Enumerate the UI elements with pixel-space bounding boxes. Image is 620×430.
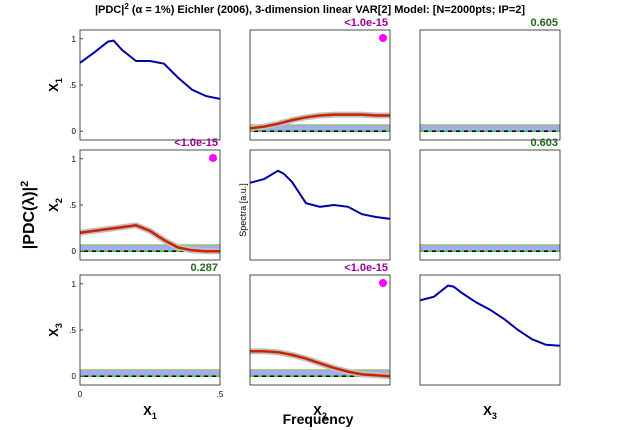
threshold-band — [80, 369, 220, 377]
row-variable-label: X1 — [46, 78, 64, 92]
panel-frame — [79, 149, 221, 261]
significance-dot — [379, 279, 387, 287]
significance-dot — [209, 154, 217, 162]
y-tick-label: 1 — [72, 280, 77, 289]
panel-r1c1: 0 .5 1 X1 — [46, 29, 221, 141]
y-tick-label: .5 — [69, 326, 76, 335]
panel-frame — [249, 274, 391, 386]
main-y-label: |PDC(λ)|2 — [19, 181, 38, 249]
significance-dot — [379, 34, 387, 42]
panel-r2c3: 0.603 — [419, 137, 561, 261]
panel-frame — [419, 274, 561, 386]
panel-frame — [79, 274, 221, 386]
panel-r3c2: <1.0e-15 X2 — [249, 262, 391, 421]
p-value-label: 0.605 — [530, 17, 558, 29]
row-variable-label: X3 — [46, 323, 64, 337]
panel-frame — [249, 29, 391, 141]
panel-r2c2: Spectra [a.u.] — [238, 149, 391, 261]
threshold-band — [80, 244, 220, 252]
pdc-line — [250, 350, 391, 378]
x-tick-label: .5 — [217, 390, 224, 399]
spectrum-line — [249, 169, 391, 220]
spectrum-line — [79, 39, 221, 100]
panel-r1c3: 0.605 — [419, 17, 561, 141]
pdc-line — [79, 224, 220, 253]
y-tick-label: 0 — [72, 247, 77, 256]
p-value-label: 0.603 — [530, 137, 558, 149]
panel-frame — [249, 149, 391, 261]
y-tick-label: .5 — [69, 81, 76, 90]
panel-frame — [419, 29, 561, 141]
panel-r1c2: <1.0e-15 — [249, 17, 391, 141]
threshold-band — [420, 124, 560, 132]
y-tick-label: 0 — [72, 127, 77, 136]
panel-r2c1: <1.0e-15 0 .5 1 X2 — [46, 137, 221, 261]
y-tick-label: 0 — [72, 372, 77, 381]
y-tick-label: .5 — [69, 201, 76, 210]
panel-frame — [419, 149, 561, 261]
y-tick-label: 1 — [72, 155, 77, 164]
figure-title: |PDC|2 (α = 1%) Eichler (2006), 3-dimens… — [95, 2, 525, 16]
panel-grid: 0 .5 1 X1 <1.0e-15 0.605 <1.0e-15 0 .5 1 X2 Spectra… — [46, 17, 561, 421]
y-tick-label: 1 — [72, 35, 77, 44]
threshold-band — [420, 244, 560, 252]
p-value-label: <1.0e-15 — [344, 17, 388, 29]
p-value-label: <1.0e-15 — [344, 262, 388, 274]
main-x-label: Frequency — [283, 411, 354, 427]
x-tick-label: 0 — [78, 390, 83, 399]
threshold-band — [250, 369, 390, 377]
p-value-label: 0.287 — [190, 262, 218, 274]
panel-r3c1: 0.287 0 .5 1 X3 0 .5 X1 — [46, 262, 224, 421]
threshold-band — [250, 124, 390, 132]
pdc-line — [249, 113, 390, 130]
column-variable-label: X1 — [143, 403, 157, 421]
p-value-label: <1.0e-15 — [174, 137, 218, 149]
column-variable-label: X3 — [483, 403, 497, 421]
spectrum-line — [419, 284, 561, 347]
panel-r3c3: X3 — [419, 274, 561, 421]
column-variable-label: X2 — [313, 403, 327, 421]
spectra-axis-label: Spectra [a.u.] — [238, 183, 248, 237]
row-variable-label: X2 — [46, 198, 64, 212]
